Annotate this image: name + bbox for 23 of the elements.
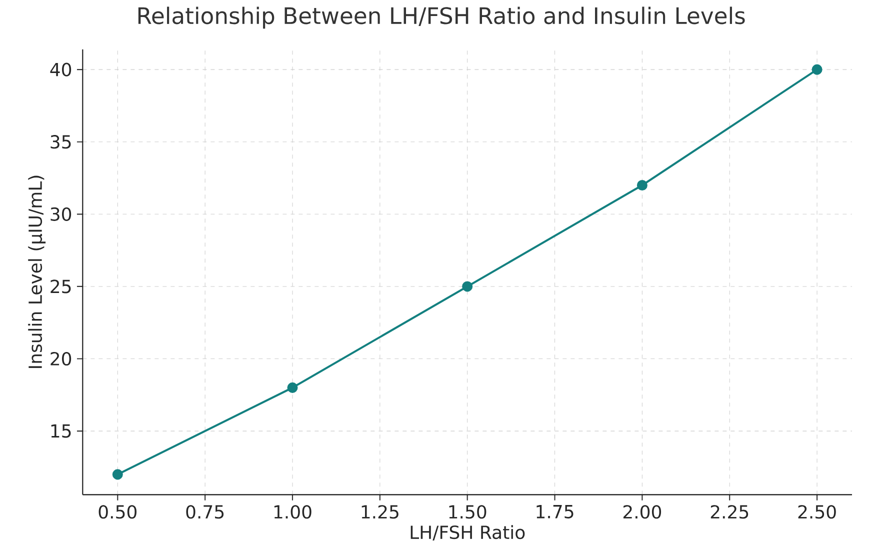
x-axis-title: LH/FSH Ratio xyxy=(410,525,525,541)
point xyxy=(636,180,648,191)
point xyxy=(287,382,298,393)
x-tick-label: 2.25 xyxy=(710,505,748,519)
x-tick-label: 0.50 xyxy=(98,505,136,519)
y-axis-title: Insulin Level (µIU/mL) xyxy=(28,176,46,368)
y-tick-label: 40 xyxy=(50,62,72,76)
y-tick-label: 20 xyxy=(50,352,72,366)
x-tick-label: 1.25 xyxy=(362,505,398,519)
x-tick-label: 1.75 xyxy=(536,505,574,518)
y-tick-label: 25 xyxy=(50,280,71,294)
y-tick-label: 35 xyxy=(50,135,71,149)
x-tick-label: 2.00 xyxy=(623,505,662,519)
y-tick-label: 15 xyxy=(51,424,71,438)
x-tick-label: 2.50 xyxy=(798,505,836,519)
point xyxy=(112,469,123,480)
x-tick-label: 1.50 xyxy=(449,505,486,519)
point xyxy=(462,281,473,292)
point xyxy=(812,64,822,75)
y-tick-label: 30 xyxy=(50,207,72,221)
x-tick-label: 1.00 xyxy=(274,505,312,519)
x-tick-label: 0.75 xyxy=(186,505,224,519)
chart-title: Relationship Between LH/FSH Ratio and Insulin Levels xyxy=(138,6,745,29)
